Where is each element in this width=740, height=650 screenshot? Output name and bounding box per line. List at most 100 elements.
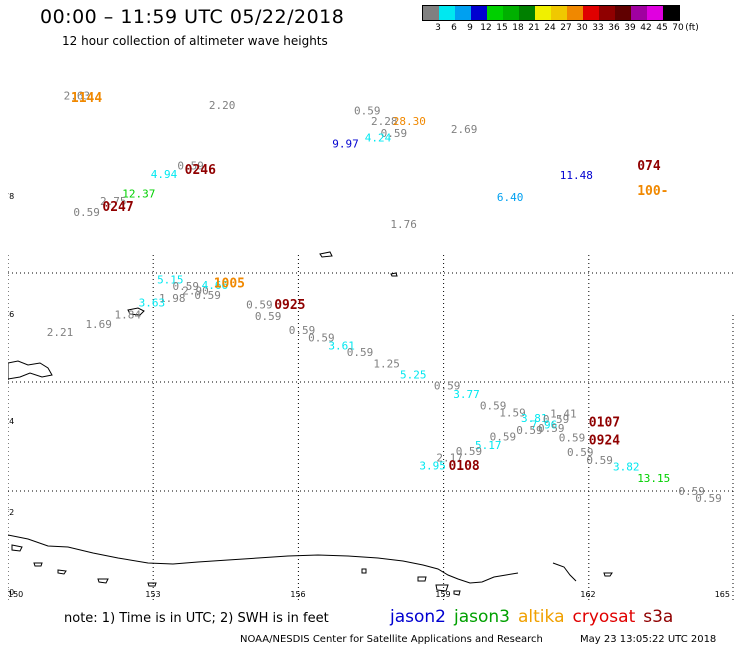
wave-height-value: 0.59: [434, 379, 461, 392]
wave-height-value: 5.17: [475, 439, 502, 452]
wave-height-value: 1.59: [499, 407, 526, 420]
wave-height-value: 0.59: [289, 324, 316, 337]
coastline-mainland: [552, 562, 577, 582]
wave-height-value: 1.98: [159, 292, 186, 305]
axis-labels: 150 153 156 159 162 165 80 78 76 74 72 70: [8, 55, 730, 599]
legend-swatch: [583, 6, 599, 20]
satellite-name: altika: [518, 607, 565, 627]
pass-time-label: 0107: [589, 415, 620, 430]
wave-height-value: 0.59: [695, 492, 722, 505]
wave-height-value: 3.82: [613, 461, 640, 474]
coastline: [8, 251, 613, 596]
legend-swatch: [455, 6, 471, 20]
legend-swatch: [599, 6, 615, 20]
coastline-islet: [11, 544, 23, 552]
wave-height-value: 2.21: [47, 326, 74, 339]
wave-height-observations: 2.632.202.690.592.2828.300.594.249.9711.…: [47, 89, 722, 505]
wave-height-value: 7.96: [531, 419, 558, 432]
wave-height-value: 4.94: [151, 168, 178, 181]
coastline-islet: [603, 572, 613, 577]
coastline-mainland: [8, 534, 519, 584]
wave-height-value: 2.28: [371, 115, 398, 128]
pass-time-label: 0108: [448, 459, 479, 474]
coastline-islet: [57, 569, 67, 575]
wave-height-value: 0.59: [490, 431, 516, 444]
coastline-islet: [453, 590, 461, 596]
wave-height-value: 1.84: [114, 309, 141, 322]
wave-height-value: 0.59: [73, 206, 100, 219]
wave-height-value: 5.15: [157, 274, 184, 287]
legend-labels: 3 6 9 12 15 18 21 24 27 30 33 36 39 42 45 70 (ft): [422, 21, 699, 35]
wave-height-value: 3.61: [328, 340, 355, 353]
legend-label: 36: [608, 23, 620, 33]
latitude-label: 72: [8, 508, 14, 517]
wave-height-value: 0.59: [246, 299, 272, 312]
wave-height-value: 0.59: [194, 289, 221, 302]
legend-label: 39: [624, 23, 636, 33]
pass-time-label: 1144: [71, 91, 102, 106]
coastline-islet: [97, 578, 109, 584]
legend-swatch: [567, 6, 583, 20]
pass-time-label: 100-: [637, 184, 668, 199]
wave-height-value: 0.59: [177, 160, 204, 173]
coastline-islet: [147, 582, 157, 587]
legend-swatch: [631, 6, 647, 20]
legend-swatch: [519, 6, 535, 20]
wave-height-value: 9.97: [332, 137, 359, 150]
longitude-label: 159: [435, 590, 450, 599]
legend-label: 18: [512, 23, 524, 33]
wave-height-value: 1.25: [373, 358, 400, 371]
longitude-label: 165: [715, 590, 730, 599]
generated-timestamp: May 23 13:05:22 UTC 2018: [580, 634, 717, 645]
wave-height-value: 0.59: [516, 424, 543, 437]
wave-height-value: 3.95: [419, 459, 446, 472]
wave-height-value: 0.59: [381, 127, 408, 140]
legend-swatch: [423, 6, 439, 20]
legend-label: 33: [592, 23, 604, 33]
coastline-islet: [127, 307, 145, 316]
map-title: 00:00 – 11:59 UTC 05/22/2018: [40, 6, 345, 28]
wave-height-value: 3.81: [521, 412, 548, 425]
pass-time-label: 0246: [185, 163, 216, 178]
wave-height-value: 28.30: [393, 115, 426, 128]
coastline-islet: [33, 562, 43, 567]
wave-height-value: 0.59: [347, 346, 374, 359]
wave-height-value: 2.75: [100, 195, 127, 208]
legend-label: 12: [480, 23, 492, 33]
credit-footer: NOAA/NESDIS Center for Satellite Applica…: [240, 634, 543, 645]
latitude-label: 80: [8, 55, 14, 57]
legend-label: 21: [528, 23, 540, 33]
wave-height-value: 0.59: [480, 400, 507, 413]
wave-height-value: 6.40: [497, 191, 523, 204]
wave-height-value: 0.59: [173, 280, 200, 293]
graticule: [8, 255, 734, 600]
wave-height-value: 0.59: [586, 454, 613, 467]
pass-time-label: 0247: [102, 200, 133, 215]
legend-swatch: [551, 6, 567, 20]
wave-height-value: 1.41: [550, 408, 577, 421]
legend-swatch: [471, 6, 487, 20]
wave-height-value: 3.63: [139, 297, 166, 310]
coastline-island: [8, 360, 53, 380]
wave-height-value: 0.59: [567, 446, 594, 459]
wave-height-value: 2.20: [209, 99, 236, 112]
wave-height-value: 0.59: [543, 413, 570, 426]
longitude-label: 150: [8, 590, 23, 599]
legend-label: 45: [656, 23, 668, 33]
latitude-label: 74: [8, 417, 14, 426]
legend-label: 30: [576, 23, 588, 33]
legend-swatch: [647, 6, 663, 20]
wave-height-value: 2.17: [436, 451, 463, 464]
satellite-name: cryosat: [572, 607, 636, 627]
wave-height-value: 3.77: [453, 388, 480, 401]
wave-height-value: 13.15: [637, 472, 670, 485]
pass-time-label: 1005: [214, 276, 245, 291]
latitude-label: 70: [8, 588, 14, 597]
legend-label: 27: [560, 23, 572, 33]
longitude-label: 156: [290, 590, 305, 599]
coastline-islet: [319, 251, 333, 258]
legend-swatches: [422, 5, 680, 21]
wave-height-value: 0.59: [538, 422, 565, 435]
legend-label: 9: [467, 23, 473, 33]
latitude-label: 78: [8, 192, 14, 201]
